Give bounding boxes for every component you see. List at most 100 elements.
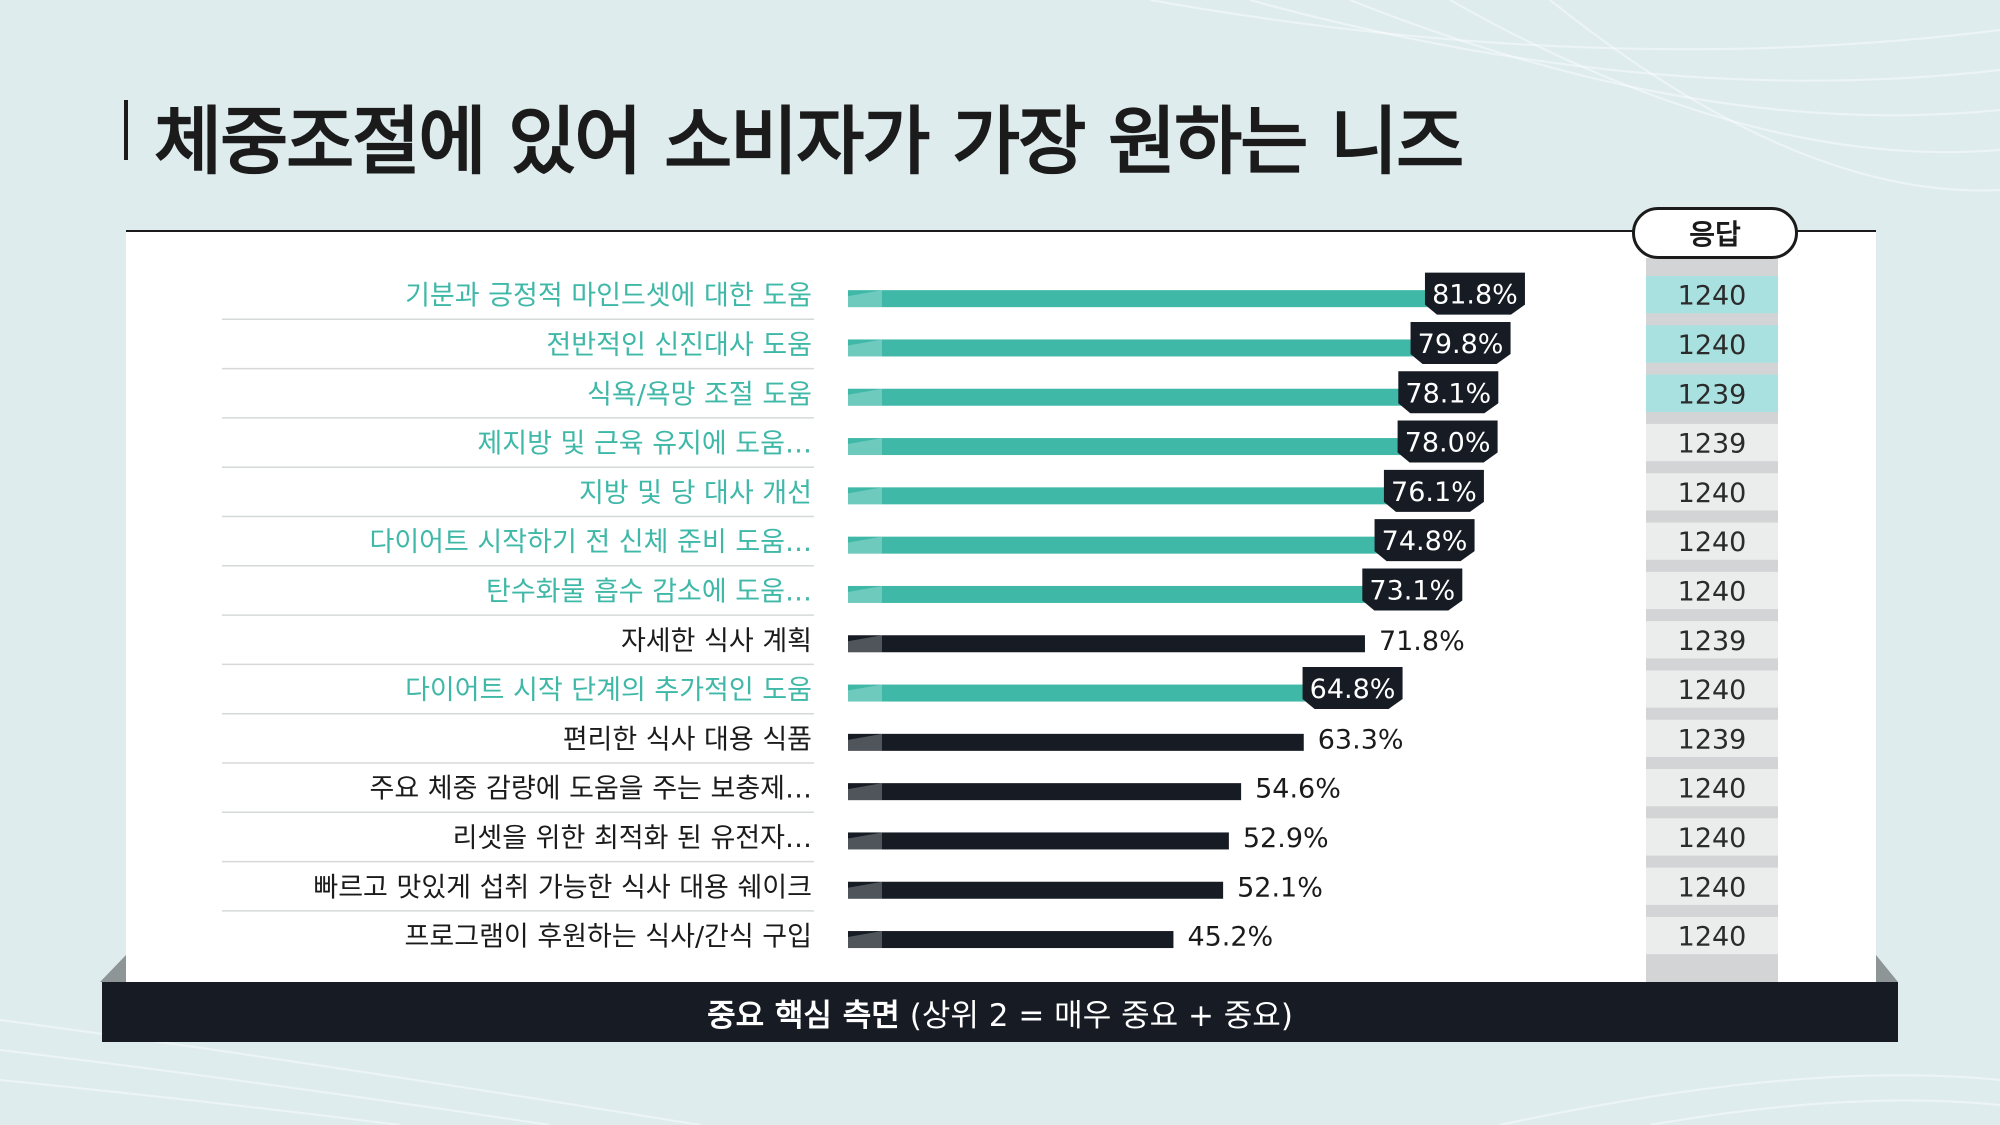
bar-shine bbox=[848, 290, 882, 308]
response-count: 1240 bbox=[1678, 922, 1747, 953]
bar-shine bbox=[848, 733, 882, 751]
bar bbox=[848, 635, 1365, 653]
bar bbox=[848, 536, 1387, 554]
value-label: 78.0% bbox=[1405, 428, 1491, 459]
category-label: 제지방 및 근육 유지에 도움… bbox=[477, 429, 812, 460]
response-cell bbox=[1646, 719, 1778, 757]
value-badge bbox=[1362, 568, 1463, 611]
response-count: 1240 bbox=[1678, 774, 1747, 805]
value-label: 52.1% bbox=[1237, 872, 1323, 903]
category-label: 편리한 식사 대용 식품 bbox=[563, 724, 812, 755]
panel-shelf-right bbox=[1876, 955, 1898, 982]
response-count: 1240 bbox=[1678, 872, 1747, 903]
category-label: 프로그램이 후원하는 식사/간식 구입 bbox=[405, 922, 812, 953]
value-label: 71.8% bbox=[1379, 626, 1465, 657]
response-cell bbox=[1646, 621, 1778, 659]
response-cell bbox=[1646, 374, 1778, 412]
category-label: 주요 체중 감량에 도움을 주는 보충제… bbox=[369, 774, 812, 805]
response-cell bbox=[1646, 571, 1778, 610]
response-count: 1240 bbox=[1678, 576, 1747, 607]
title-accent-bar bbox=[124, 100, 128, 160]
bar-shine bbox=[848, 832, 882, 850]
value-badge bbox=[1424, 272, 1525, 315]
bar-shine bbox=[848, 684, 882, 702]
response-cell bbox=[1646, 769, 1778, 807]
response-header: 응답 bbox=[1632, 207, 1798, 259]
category-label: 탄수화물 흡수 감소에 도움… bbox=[486, 576, 812, 607]
category-label: 다이어트 시작하기 전 신체 준비 도움… bbox=[369, 527, 812, 558]
page-title: 체중조절에 있어 소비자가 가장 원하는 니즈 bbox=[154, 99, 1464, 185]
value-label: 79.8% bbox=[1418, 329, 1504, 360]
bar-shine bbox=[848, 339, 882, 357]
response-count: 1239 bbox=[1678, 429, 1747, 460]
category-label: 기분과 긍정적 마인드셋에 대한 도움 bbox=[405, 281, 812, 312]
value-label: 63.3% bbox=[1318, 724, 1404, 755]
response-count: 1239 bbox=[1678, 724, 1747, 755]
value-label: 45.2% bbox=[1187, 922, 1273, 953]
value-badge bbox=[1302, 667, 1403, 710]
bar bbox=[848, 783, 1242, 801]
bar-shine bbox=[848, 881, 882, 899]
response-cell bbox=[1646, 818, 1778, 856]
bar-shine bbox=[848, 388, 882, 406]
category-label: 전반적인 신진대사 도움 bbox=[546, 330, 812, 361]
value-label: 74.8% bbox=[1382, 526, 1468, 557]
bar bbox=[848, 832, 1229, 850]
footer-note: (상위 2 = 매우 중요 + 중요) bbox=[909, 997, 1293, 1034]
bar-shine bbox=[848, 536, 882, 554]
response-count: 1240 bbox=[1678, 478, 1747, 509]
value-badge bbox=[1410, 321, 1511, 364]
bar-shine bbox=[848, 438, 882, 456]
value-badge bbox=[1398, 371, 1499, 414]
bar bbox=[848, 733, 1304, 751]
response-count: 1240 bbox=[1678, 330, 1747, 361]
bar bbox=[848, 931, 1174, 949]
value-label: 64.8% bbox=[1310, 674, 1396, 705]
response-count: 1239 bbox=[1678, 626, 1747, 657]
value-label: 78.1% bbox=[1405, 378, 1491, 409]
response-count: 1240 bbox=[1678, 527, 1747, 558]
bar-shine bbox=[848, 635, 882, 653]
response-cell bbox=[1646, 276, 1778, 314]
bar bbox=[848, 438, 1410, 456]
value-label: 81.8% bbox=[1432, 280, 1518, 311]
category-label: 지방 및 당 대사 개선 bbox=[579, 478, 812, 509]
value-label: 73.1% bbox=[1369, 575, 1455, 606]
bar-shine bbox=[848, 783, 882, 801]
value-label: 52.9% bbox=[1243, 823, 1329, 854]
category-label: 자세한 식사 계획 bbox=[621, 626, 812, 657]
response-cell bbox=[1646, 423, 1778, 462]
chart-footer: 중요 핵심 측면 (상위 2 = 매우 중요 + 중요) bbox=[102, 982, 1898, 1042]
bar-shine bbox=[848, 931, 882, 949]
bar bbox=[848, 487, 1396, 505]
panel-shelf-left bbox=[100, 955, 126, 982]
response-count: 1240 bbox=[1678, 281, 1747, 312]
response-count: 1240 bbox=[1678, 823, 1747, 854]
bar bbox=[848, 339, 1423, 357]
category-label: 식욕/욕망 조절 도움 bbox=[587, 379, 812, 410]
category-label: 빠르고 맛있게 섭취 가능한 식사 대용 쉐이크 bbox=[313, 872, 812, 903]
category-label: 리셋을 위한 최적화 된 유전자… bbox=[453, 823, 812, 854]
response-cell bbox=[1646, 670, 1778, 708]
value-label: 76.1% bbox=[1391, 477, 1477, 508]
response-count: 1240 bbox=[1678, 675, 1747, 706]
value-badge bbox=[1374, 519, 1475, 562]
response-cell bbox=[1646, 473, 1778, 511]
bar-shine bbox=[848, 585, 882, 603]
bar bbox=[848, 290, 1437, 308]
bar bbox=[848, 881, 1224, 899]
bar bbox=[848, 585, 1375, 603]
response-cell bbox=[1646, 522, 1778, 560]
bar bbox=[848, 388, 1411, 406]
bar bbox=[848, 684, 1315, 702]
response-cell bbox=[1646, 867, 1778, 905]
response-count: 1239 bbox=[1678, 379, 1747, 410]
footer-bold-label: 중요 핵심 측면 bbox=[707, 997, 900, 1034]
response-cell bbox=[1646, 916, 1778, 955]
value-label: 54.6% bbox=[1255, 774, 1341, 805]
response-cell bbox=[1646, 325, 1778, 363]
category-label: 다이어트 시작 단계의 추가적인 도움 bbox=[405, 675, 812, 706]
value-badge bbox=[1397, 420, 1498, 463]
